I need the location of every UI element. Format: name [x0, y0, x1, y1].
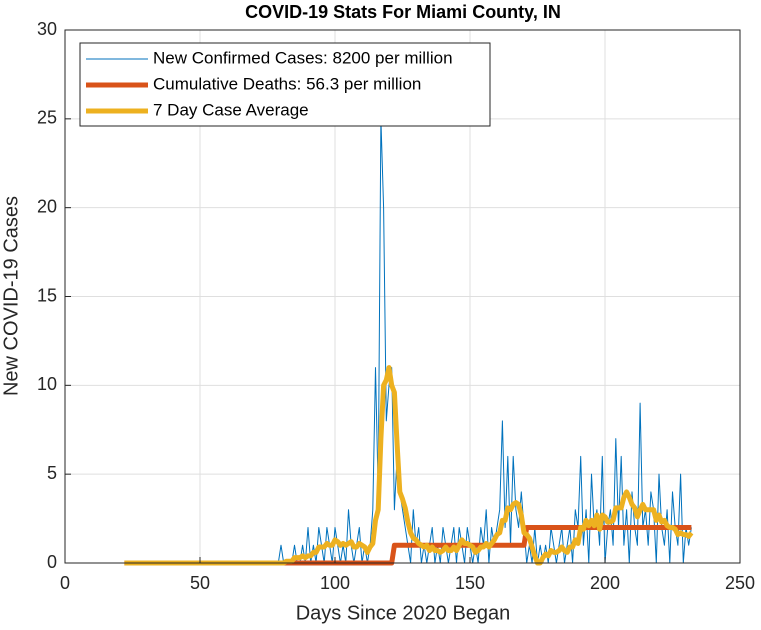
legend-label: Cumulative Deaths: 56.3 per million: [153, 74, 421, 93]
x-tick-label: 0: [60, 573, 70, 593]
y-tick-label: 10: [37, 374, 57, 394]
y-tick-label: 5: [47, 463, 57, 483]
x-tick-label: 50: [190, 573, 210, 593]
chart-title: COVID-19 Stats For Miami County, IN: [245, 2, 561, 22]
y-axis-label: New COVID-19 Cases: [0, 196, 22, 396]
legend: New Confirmed Cases: 8200 per million Cum…: [79, 42, 491, 127]
legend-box: [79, 42, 491, 127]
x-axis-label: Days Since 2020 Began: [296, 602, 511, 624]
y-tick-label: 20: [37, 196, 57, 216]
y-tick-label: 30: [37, 19, 57, 39]
y-tick-label: 15: [37, 285, 57, 305]
legend-label: New Confirmed Cases: 8200 per million: [153, 48, 453, 67]
x-tick-label: 100: [320, 573, 350, 593]
y-tick-label: 25: [37, 108, 57, 128]
ticks: 0 50 100 150 200 250 0 5 10 15 20 25 30: [37, 19, 755, 593]
legend-label: 7 Day Case Average: [153, 100, 309, 119]
y-tick-label: 0: [47, 552, 57, 572]
x-tick-label: 200: [590, 573, 620, 593]
x-tick-label: 150: [455, 573, 485, 593]
x-tick-label: 250: [725, 573, 755, 593]
